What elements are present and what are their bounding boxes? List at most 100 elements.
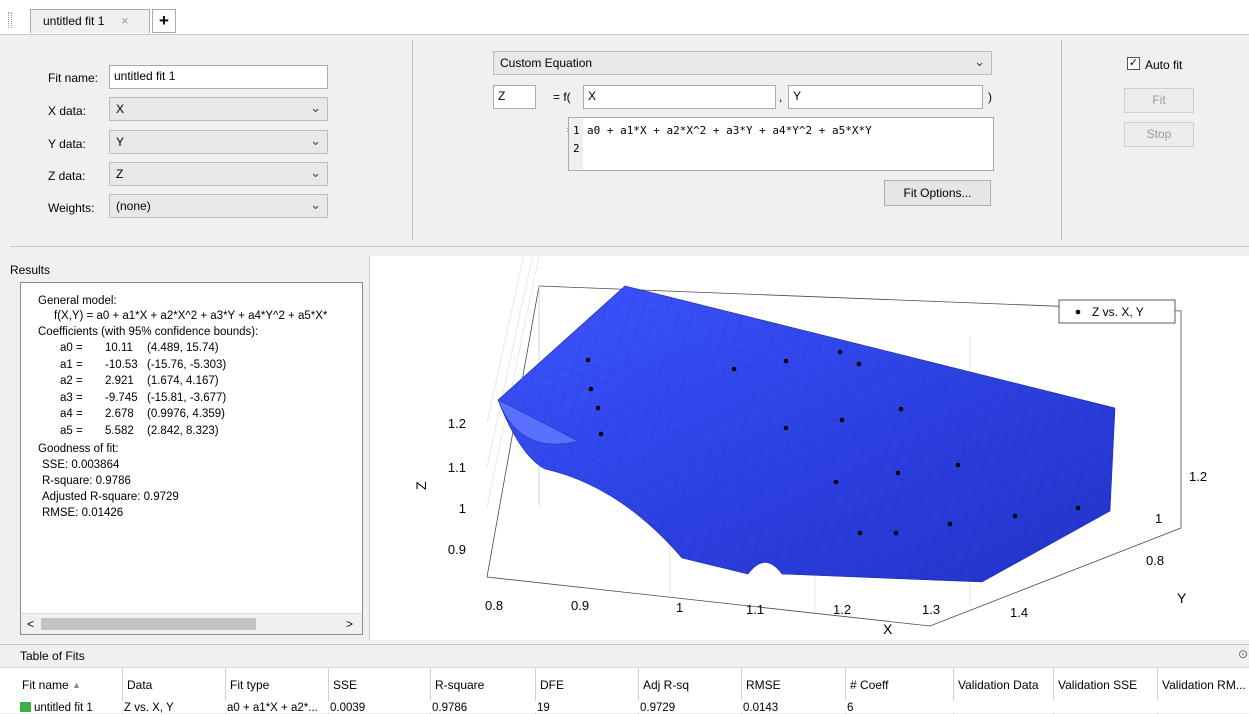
column-divider[interactable] (845, 668, 846, 714)
data-point (857, 530, 863, 536)
weights-label: Weights: (48, 201, 95, 215)
column-divider[interactable] (741, 668, 742, 714)
table-row[interactable]: untitled fit 1 Z vs. X, Y a0 + a1*X + a2*.… (0, 701, 1249, 714)
z-tick: 1.2 (448, 416, 466, 431)
chevron-down-icon: ⌄ (310, 100, 321, 115)
legend[interactable]: Z vs. X, Y (1058, 299, 1176, 324)
column-divider[interactable] (1053, 668, 1054, 714)
horizontal-scrollbar[interactable]: < > (21, 613, 362, 634)
y-axis-label: Y (1177, 590, 1187, 606)
column-header[interactable]: Data (127, 678, 153, 692)
x-tick: 0.9 (571, 598, 589, 613)
x-data-select[interactable]: X ⌄ (109, 97, 328, 121)
data-point (898, 406, 904, 412)
tab-untitled-fit-1[interactable]: untitled fit 1 × (30, 9, 150, 33)
table-cell: 6 (847, 702, 854, 714)
equation-line-1: a0 + a1*X + a2*X^2 + a3*Y + a4*Y^2 + a5*… (587, 124, 872, 137)
scroll-right-icon[interactable]: > (346, 617, 354, 631)
fit-button[interactable]: Fit (1124, 88, 1194, 113)
column-header[interactable]: Fit type (230, 678, 270, 692)
coefficient-value: 10.11 (105, 342, 133, 354)
coefficient-value: 2.678 (105, 408, 134, 420)
divider (1061, 40, 1062, 240)
y-tick: 0.8 (1146, 553, 1164, 568)
results-title: Results (10, 263, 51, 277)
line-number-gutter (569, 118, 583, 170)
drag-grip[interactable] (8, 12, 12, 28)
scroll-left-icon[interactable]: < (27, 617, 35, 631)
line-number-1: 1 (573, 124, 580, 137)
fit-name-input[interactable]: untitled fit 1 (109, 65, 328, 89)
column-divider[interactable] (430, 668, 431, 714)
column-header[interactable]: DFE (540, 678, 564, 692)
column-divider[interactable] (638, 668, 639, 714)
comma-text: , (779, 90, 783, 104)
chevron-down-icon: ⌄ (310, 197, 321, 212)
equation-editor[interactable]: 1 a0 + a1*X + a2*X^2 + a3*Y + a4*Y^2 + a… (568, 117, 994, 171)
column-header[interactable]: RMSE (746, 678, 781, 692)
y-data-value: Y (116, 135, 125, 149)
z-data-select[interactable]: Z ⌄ (109, 162, 328, 186)
column-header[interactable]: Validation SSE (1058, 678, 1138, 692)
surface-plot[interactable]: 0.9 1 1.1 1.2 Z 0.8 0.9 1 1.1 1.2 1.3 1.… (370, 256, 1249, 640)
add-tab-button[interactable]: + (152, 9, 176, 33)
y-axis: 0.8 1 1.2 Y (1146, 469, 1207, 606)
auto-fit-checkbox[interactable]: ✓ (1127, 57, 1140, 70)
column-divider[interactable] (535, 668, 536, 714)
coefficient-value: 2.921 (105, 375, 134, 387)
column-header[interactable]: R-square (435, 678, 485, 692)
data-point (588, 386, 594, 392)
z-tick: 1 (459, 501, 466, 516)
column-header[interactable]: Validation Data (958, 678, 1039, 692)
column-header[interactable]: SSE (333, 678, 358, 692)
general-model-heading: General model: (38, 295, 117, 307)
independent-var-1-input[interactable]: X (583, 85, 776, 109)
data-point (585, 357, 591, 363)
coefficient-name: a1 = (60, 358, 83, 371)
data-point (856, 361, 862, 367)
coefficient-bounds: (2.842, 8.323) (147, 424, 219, 437)
column-divider[interactable] (1157, 668, 1158, 714)
column-divider[interactable] (328, 668, 329, 714)
column-divider[interactable] (953, 668, 954, 714)
sort-ascending-icon[interactable]: ▲ (72, 680, 81, 690)
column-header[interactable]: Validation RM... (1162, 678, 1246, 692)
independent-var-2-input[interactable]: Y (788, 85, 983, 109)
column-divider[interactable] (225, 668, 226, 714)
close-tab-icon[interactable]: × (121, 13, 129, 28)
data-point (893, 530, 899, 536)
y-data-select[interactable]: Y ⌄ (109, 130, 328, 154)
equals-f-text: = f( (553, 90, 571, 104)
column-divider[interactable] (122, 668, 123, 714)
x-tick: 0.8 (485, 598, 503, 613)
data-point (837, 349, 843, 355)
coefficient-bounds: (1.674, 4.167) (147, 375, 219, 387)
fit-options-button[interactable]: Fit Options... (884, 180, 991, 206)
r-square-value: R-square: 0.9786 (42, 475, 131, 487)
model-formula: f(X,Y) = a0 + a1*X + a2*X^2 + a3*Y + a4*… (54, 310, 328, 322)
x-axis: 0.8 0.9 1 1.1 1.2 1.3 1.4 X (485, 598, 1028, 637)
weights-select[interactable]: (none) ⌄ (109, 194, 328, 218)
results-text-box[interactable]: General model: f(X,Y) = a0 + a1*X + a2*X… (20, 282, 363, 635)
x-tick: 1.2 (833, 602, 851, 617)
data-point (839, 417, 845, 423)
data-point (595, 405, 601, 411)
collapse-icon[interactable]: ⊙ (1238, 647, 1249, 661)
scrollbar-thumb[interactable] (41, 618, 256, 630)
column-header[interactable]: Fit name (22, 678, 69, 692)
x-tick: 1 (676, 600, 683, 615)
x-tick: 1.1 (746, 602, 764, 617)
coefficient-name: a2 = (60, 375, 83, 387)
output-variable-input[interactable]: Z (493, 85, 536, 109)
chevron-down-icon: ⌄ (974, 54, 985, 69)
data-point (955, 462, 961, 468)
stop-button[interactable]: Stop (1124, 122, 1194, 147)
column-header[interactable]: # Coeff (850, 678, 889, 692)
legend-marker (1075, 309, 1081, 315)
equation-type-select[interactable]: Custom Equation ⌄ (493, 51, 992, 75)
surface-plot-panel[interactable]: 0.9 1 1.1 1.2 Z 0.8 0.9 1 1.1 1.2 1.3 1.… (369, 256, 1249, 640)
data-points (585, 349, 1081, 536)
coefficient-bounds: (0.9976, 4.359) (147, 408, 226, 420)
equation-type-value: Custom Equation (500, 56, 593, 70)
column-header[interactable]: Adj R-sq (643, 678, 690, 692)
